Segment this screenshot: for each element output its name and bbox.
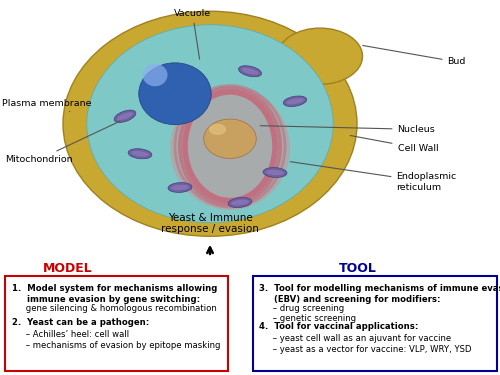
- Ellipse shape: [171, 185, 189, 190]
- Text: Nucleus: Nucleus: [260, 125, 435, 134]
- Ellipse shape: [263, 168, 287, 177]
- Text: Plasma membrane: Plasma membrane: [2, 99, 92, 111]
- Ellipse shape: [139, 63, 211, 124]
- Text: – Achilles’ heel: cell wall
     – mechanisms of evasion by epitope masking: – Achilles’ heel: cell wall – mechanisms…: [12, 330, 221, 350]
- Ellipse shape: [204, 119, 256, 158]
- Text: – yeast cell wall as an ajuvant for vaccine
     – yeast as a vector for vaccine: – yeast cell wall as an ajuvant for vacc…: [259, 334, 472, 354]
- Ellipse shape: [142, 64, 168, 86]
- Ellipse shape: [117, 112, 133, 120]
- Text: 3.  Tool for modelling mechanisms of immune evasion
     (EBV) and screening for: 3. Tool for modelling mechanisms of immu…: [259, 284, 500, 304]
- Ellipse shape: [242, 68, 258, 75]
- Text: 1.  Model system for mechanisms allowing
     immune evasion by gene switching:: 1. Model system for mechanisms allowing …: [12, 284, 218, 304]
- Ellipse shape: [238, 66, 262, 77]
- Text: – drug screening
     – genetic screening: – drug screening – genetic screening: [259, 304, 356, 323]
- Text: Bud: Bud: [362, 45, 466, 66]
- Ellipse shape: [286, 98, 304, 104]
- FancyBboxPatch shape: [5, 276, 228, 371]
- Text: Cell Wall: Cell Wall: [350, 135, 438, 153]
- Ellipse shape: [278, 28, 362, 84]
- Ellipse shape: [208, 124, 226, 135]
- Ellipse shape: [114, 110, 136, 122]
- Ellipse shape: [228, 198, 252, 207]
- Text: Mitochondrion: Mitochondrion: [5, 121, 120, 164]
- Ellipse shape: [231, 200, 249, 206]
- Text: MODEL: MODEL: [42, 262, 92, 274]
- FancyBboxPatch shape: [252, 276, 496, 371]
- Text: 4.  Tool for vaccinal applications:: 4. Tool for vaccinal applications:: [259, 322, 418, 331]
- Ellipse shape: [87, 25, 333, 223]
- Text: Vacuole: Vacuole: [174, 9, 211, 59]
- Text: 2.  Yeast can be a pathogen:: 2. Yeast can be a pathogen:: [12, 318, 150, 327]
- Text: TOOL: TOOL: [338, 262, 376, 274]
- Text: Yeast & Immune
response / evasion: Yeast & Immune response / evasion: [161, 213, 259, 234]
- Text: Endoplasmic
reticulum: Endoplasmic reticulum: [290, 162, 457, 192]
- Ellipse shape: [170, 86, 290, 210]
- Ellipse shape: [63, 11, 357, 236]
- Ellipse shape: [284, 96, 306, 106]
- Ellipse shape: [168, 183, 192, 192]
- Ellipse shape: [128, 149, 152, 159]
- Ellipse shape: [131, 151, 149, 157]
- Text: gene silencing & homologous recombination: gene silencing & homologous recombinatio…: [12, 304, 217, 313]
- Ellipse shape: [266, 170, 284, 175]
